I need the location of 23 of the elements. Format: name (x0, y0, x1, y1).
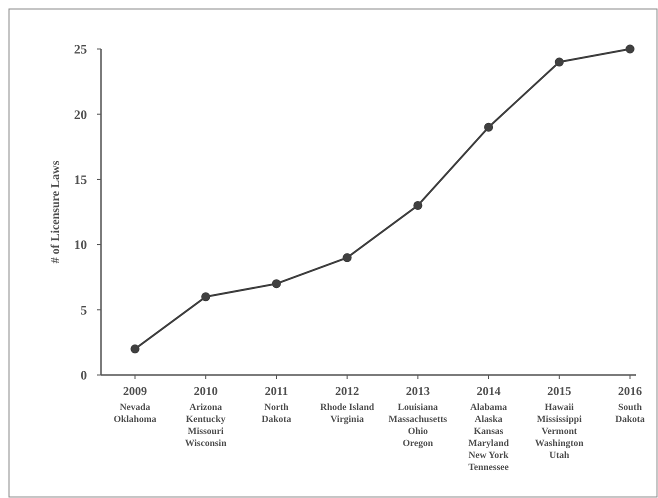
y-tick-label: 20 (74, 106, 87, 122)
point (554, 58, 564, 67)
point (130, 344, 140, 354)
y-tick-label: 25 (74, 42, 88, 57)
y-tick-label: 5 (80, 302, 88, 318)
point (626, 44, 634, 54)
y-tick-label: 15 (74, 172, 88, 187)
x-tick-label: 2012 Rhode Island Virginia (320, 384, 375, 425)
x-tick-label: 2011 North Dakota (262, 384, 292, 425)
y-axis-title: # of Licensure Laws (48, 160, 62, 264)
x-tick-label: 2014 Alabama Alaska Kansas Maryland New York Tennessee (468, 384, 510, 473)
x-tick-label: 2016 South Dakota (615, 384, 646, 425)
y-tick-label: 0 (80, 368, 87, 383)
x-tick-label: 2010 Arizona Kentucky Missouri Wisconsin (184, 384, 228, 449)
y-tick-label: 10 (74, 237, 87, 252)
point (342, 253, 352, 262)
x-tick-label: 2013 Louisiana Massachusetts Ohio Oregon (388, 384, 448, 449)
point (272, 279, 281, 288)
point (413, 200, 422, 210)
x-tick-label: 2015 Hawaii Mississippi Vermont Washington Utah (534, 384, 584, 461)
point (201, 292, 210, 302)
point (484, 122, 494, 132)
x-tick-label: 2009 Nevada Oklahoma (114, 384, 157, 425)
